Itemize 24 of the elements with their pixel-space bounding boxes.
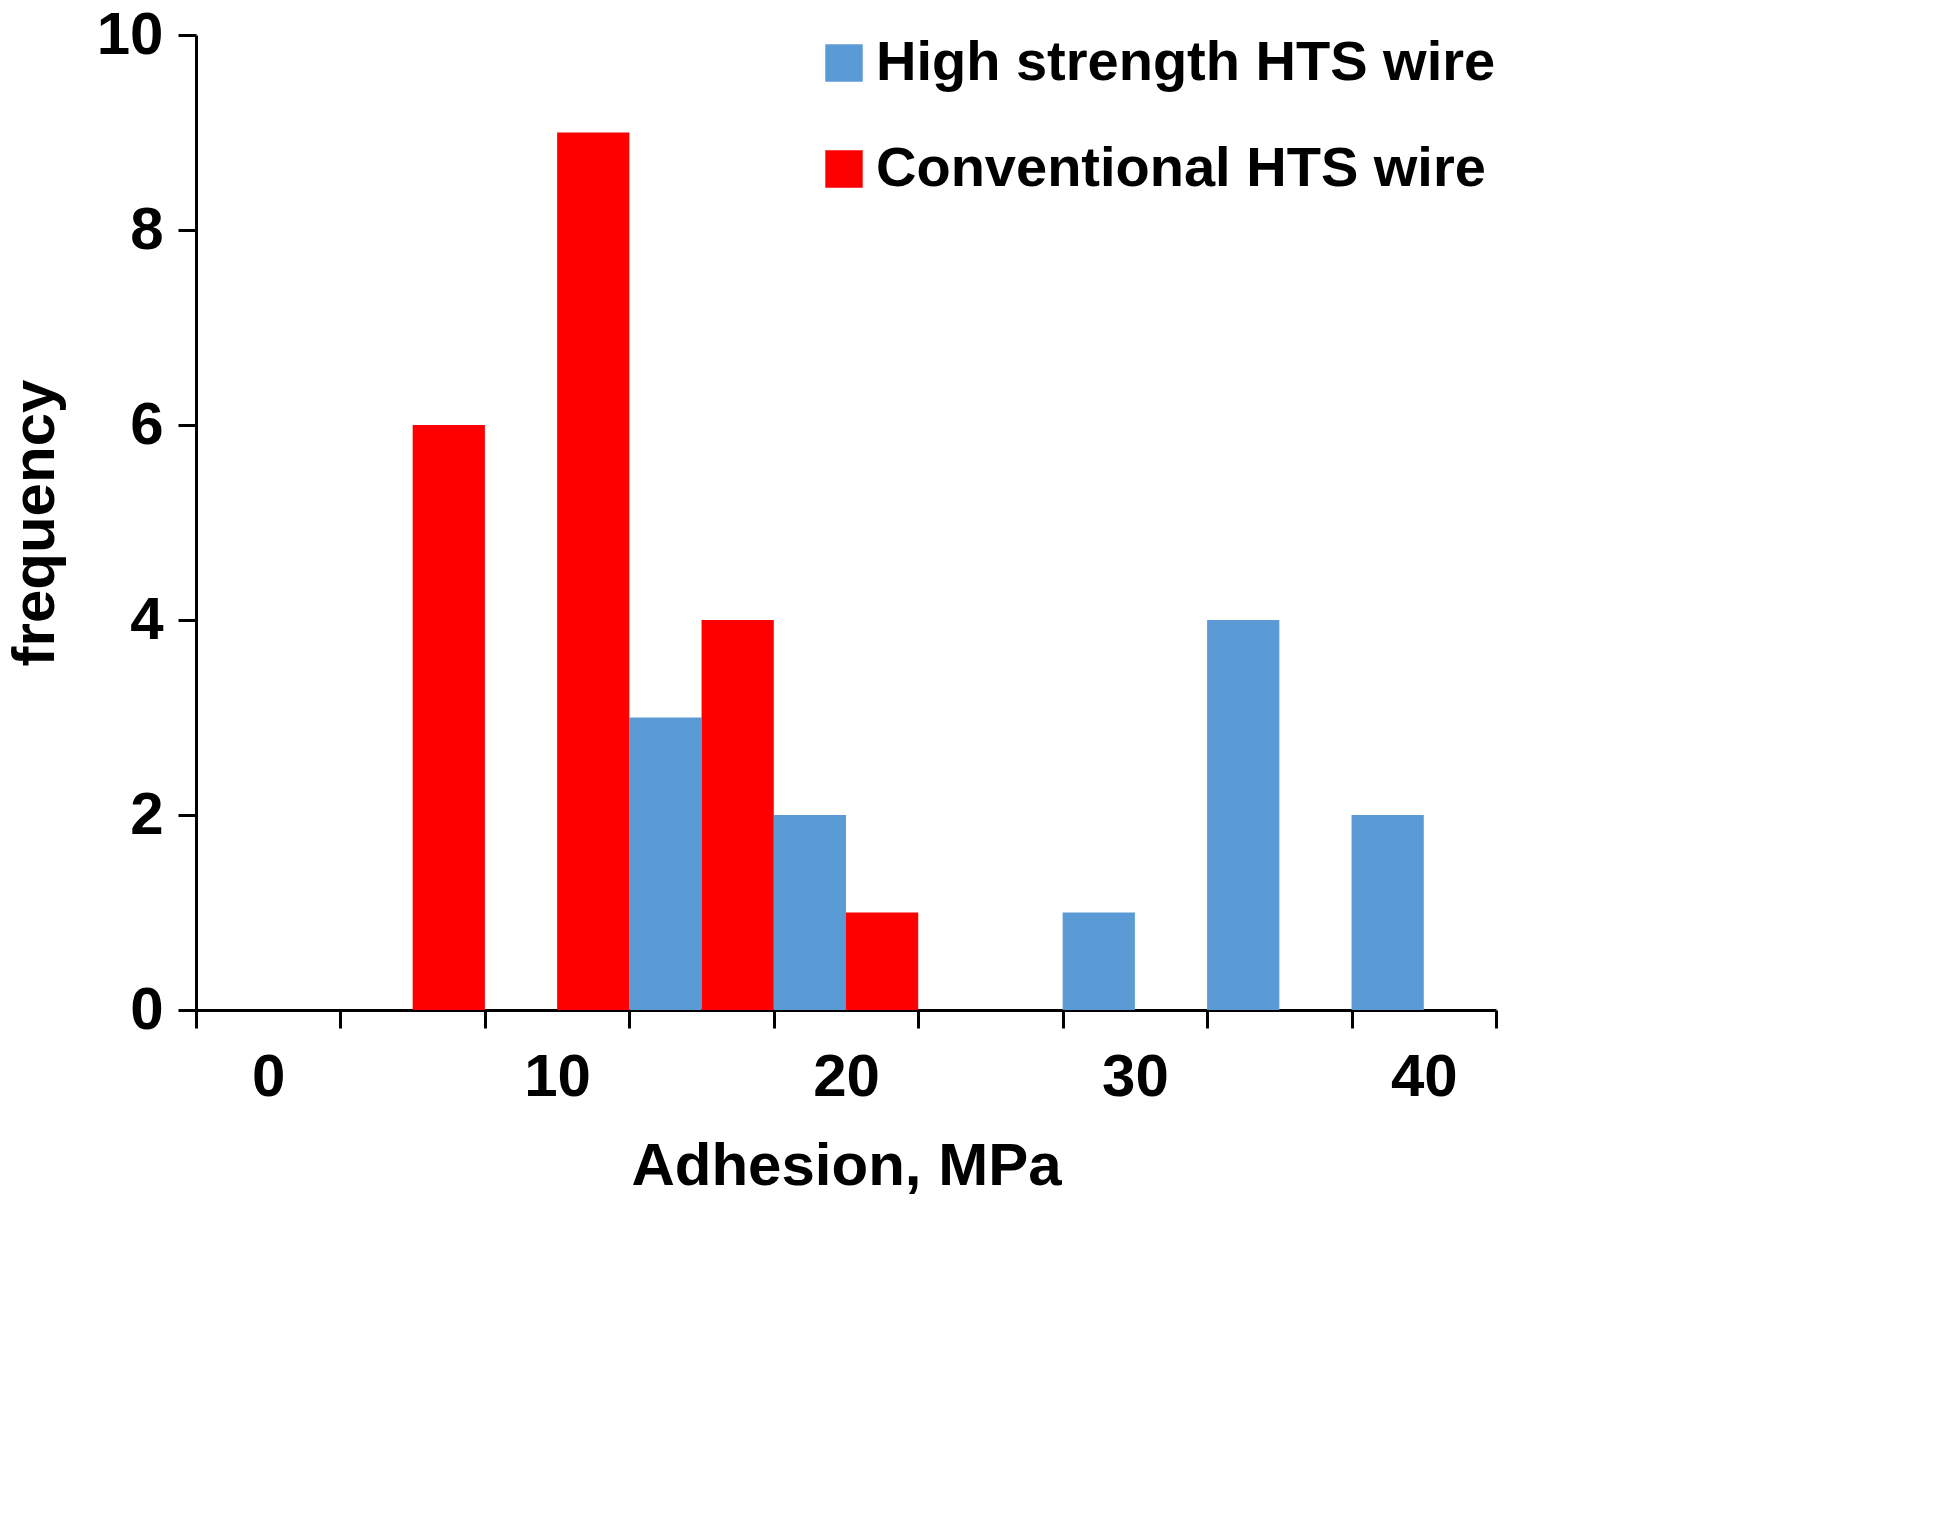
y-tick-label: 8 (130, 194, 164, 262)
y-tick-label: 4 (130, 584, 165, 652)
x-axis-title: Adhesion, MPa (631, 1130, 1063, 1198)
y-tick-label: 2 (130, 779, 164, 847)
bar (1062, 912, 1135, 1010)
bar (1207, 620, 1280, 1010)
bar (701, 620, 774, 1010)
y-axis-title: frequency (0, 378, 67, 667)
x-tick-label: 10 (524, 1041, 591, 1109)
bar (412, 425, 485, 1010)
y-tick-label: 6 (130, 389, 164, 457)
y-tick-label: 0 (130, 974, 164, 1042)
x-tick-label: 30 (1102, 1041, 1169, 1109)
x-tick-label: 40 (1390, 1041, 1458, 1109)
bar (846, 912, 919, 1010)
legend-label: High strength HTS wire (876, 29, 1496, 92)
bar (629, 717, 702, 1010)
x-tick-label: 20 (813, 1041, 880, 1109)
bar (1351, 815, 1424, 1010)
bar (773, 815, 846, 1010)
legend-label: Conventional HTS wire (876, 135, 1486, 198)
bar (557, 132, 630, 1010)
y-tick-label: 10 (96, 0, 164, 67)
x-tick-label: 0 (252, 1041, 286, 1109)
